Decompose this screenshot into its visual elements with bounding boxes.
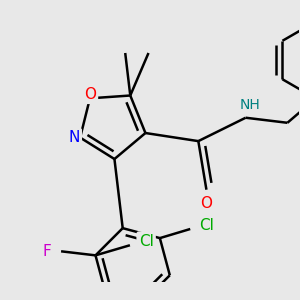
Text: N: N (68, 130, 80, 145)
Text: Cl: Cl (139, 234, 154, 249)
Text: Cl: Cl (199, 218, 214, 233)
Text: F: F (43, 244, 51, 259)
Text: NH: NH (239, 98, 260, 112)
Text: O: O (84, 87, 96, 102)
Text: O: O (200, 196, 212, 211)
